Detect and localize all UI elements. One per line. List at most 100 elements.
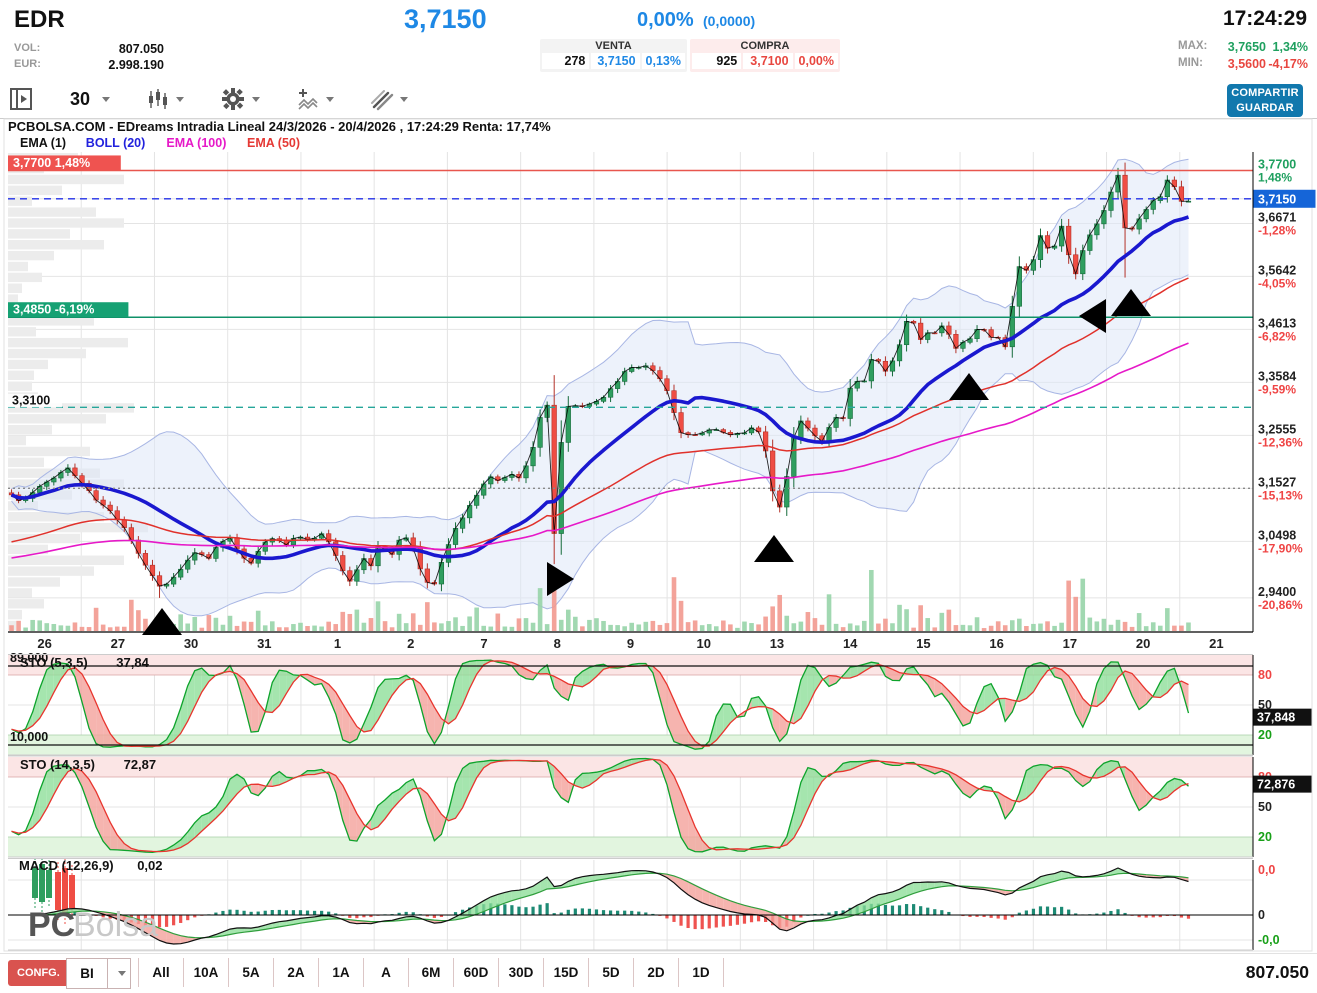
time-axis: 26 27 30 31 1 2 7 8 9 10 13 14 15 16 17 20 21 [37, 636, 1223, 651]
ask-title: VENTA [595, 40, 632, 52]
chart-type-select[interactable] [146, 87, 185, 111]
watermark-bolsa: Bolsa [73, 906, 158, 944]
range-button-group: All 10A 5A 2A 1A A 6M 60D 30D 15D 5D 2D 1D [138, 958, 724, 987]
range-button-5a[interactable]: 5A [229, 958, 274, 987]
svg-text:7: 7 [480, 636, 487, 651]
svg-text:10,000: 10,000 [10, 730, 48, 744]
sto1-content [11, 659, 1190, 750]
bid-pct: 0,00% [794, 53, 838, 69]
svg-text:50: 50 [1258, 800, 1272, 814]
interval-select[interactable]: 30 [70, 88, 111, 110]
svg-text:3,6671: 3,6671 [1258, 210, 1296, 224]
svg-text:80: 80 [1258, 668, 1272, 682]
chevron-down-icon [176, 96, 185, 102]
range-button-2d[interactable]: 2D [634, 958, 679, 987]
ask-pct: 0,13% [641, 53, 685, 69]
interval-value: 30 [70, 88, 91, 109]
chart-canvas[interactable]: PCBOLSA.COM - EDreams Intradia Lineal 24… [0, 118, 1317, 953]
svg-text:3,7700 1,48%: 3,7700 1,48% [13, 156, 90, 170]
svg-text:-6,82%: -6,82% [1258, 329, 1296, 343]
max-row: MAX: 3,7650 1,34% [1178, 40, 1308, 54]
change-absolute: (0,0000) [703, 13, 756, 29]
svg-text:3,4613: 3,4613 [1258, 316, 1296, 330]
svg-text:13: 13 [770, 636, 784, 651]
min-pct: -4,17% [1268, 57, 1308, 71]
macd-title: MACD (12,26,9) [19, 858, 114, 873]
svg-text:3,7700: 3,7700 [1258, 157, 1296, 171]
svg-text:BOLL (20): BOLL (20) [86, 136, 146, 150]
draw-tools-menu[interactable] [370, 87, 409, 111]
svg-text:10: 10 [696, 636, 710, 651]
clock: 17:24:29 [1222, 7, 1307, 30]
svg-text:2,9400: 2,9400 [1258, 585, 1296, 599]
svg-text:14: 14 [843, 636, 858, 651]
settings-menu[interactable] [220, 86, 261, 112]
eur-row: EUR: 2.998.190 [14, 58, 164, 72]
save-label: GUARDAR [1236, 102, 1294, 114]
max-pct: 1,34% [1272, 40, 1308, 54]
last-price: 3,7150 [404, 4, 487, 34]
max-label: MAX: [1178, 40, 1208, 52]
macd-content [32, 859, 1191, 945]
range-button-2a[interactable]: 2A [274, 958, 319, 987]
range-button-30d[interactable]: 30D [499, 958, 544, 987]
svg-text:27: 27 [111, 636, 125, 651]
range-button-6m[interactable]: 6M [409, 958, 454, 987]
panel-toggle-icon[interactable] [8, 86, 34, 112]
svg-text:3,5642: 3,5642 [1258, 263, 1296, 277]
draw-tools-icon [371, 90, 394, 111]
range-button-1d[interactable]: 1D [679, 958, 724, 987]
range-button-a[interactable]: A [364, 958, 409, 987]
svg-text:-20,86%: -20,86% [1258, 598, 1303, 612]
svg-text:3,4850 -6,19%: 3,4850 -6,19% [13, 303, 94, 317]
svg-text:-15,13%: -15,13% [1258, 488, 1303, 502]
ask-box: VENTA 278 3,7150 0,13% [540, 39, 687, 72]
range-button-1a[interactable]: 1A [319, 958, 364, 987]
svg-text:0,0: 0,0 [1258, 863, 1275, 877]
sto2-title: STO (14,3,5) [20, 757, 95, 772]
session-volume: 807.050 [1245, 962, 1309, 982]
change-percent: 0,00% [637, 9, 694, 31]
ema100-line [11, 342, 1189, 559]
svg-text:9: 9 [627, 636, 634, 651]
svg-text:-4,05%: -4,05% [1258, 276, 1296, 290]
min-label: MIN: [1178, 57, 1203, 69]
market-value: BI [80, 966, 94, 981]
boll-mid-line [10, 215, 1190, 561]
main-price-pane [8, 158, 1192, 631]
add-indicator-menu[interactable] [296, 87, 335, 111]
svg-text:50: 50 [1258, 698, 1272, 712]
range-button-5d[interactable]: 5D [589, 958, 634, 987]
oversold-band [8, 837, 1253, 857]
config-button[interactable]: CONFG. [8, 960, 69, 986]
svg-text:-17,90%: -17,90% [1258, 541, 1303, 555]
svg-text:16: 16 [989, 636, 1003, 651]
svg-text:3,3584: 3,3584 [1258, 369, 1296, 383]
range-button-15d[interactable]: 15D [544, 958, 589, 987]
volume-row: VOL: 807.050 [14, 42, 164, 56]
range-button-60d[interactable]: 60D [454, 958, 499, 987]
sto1-badge [1253, 708, 1312, 726]
svg-text:15: 15 [916, 636, 930, 651]
market-select[interactable]: BI [66, 958, 131, 989]
share-save-button[interactable]: COMPARTIR GUARDAR [1227, 84, 1303, 117]
svg-text:0: 0 [1258, 908, 1265, 922]
volume-profile [8, 153, 148, 631]
eur-value: 2.998.190 [108, 58, 164, 72]
svg-text:2: 2 [407, 636, 414, 651]
svg-text:-0,0: -0,0 [1258, 933, 1280, 947]
bid-title: COMPRA [740, 40, 790, 52]
share-label: COMPARTIR [1231, 87, 1299, 99]
chevron-down-icon [326, 96, 335, 102]
svg-text:31: 31 [257, 636, 271, 651]
svg-text:EMA (100): EMA (100) [166, 136, 226, 150]
vol-value: 807.050 [118, 42, 164, 56]
range-button-all[interactable]: All [138, 958, 184, 987]
chevron-down-icon [118, 971, 126, 976]
svg-text:30: 30 [184, 636, 198, 651]
svg-text:17: 17 [1063, 636, 1077, 651]
close-line [11, 173, 1189, 587]
range-button-10a[interactable]: 10A [184, 958, 229, 987]
